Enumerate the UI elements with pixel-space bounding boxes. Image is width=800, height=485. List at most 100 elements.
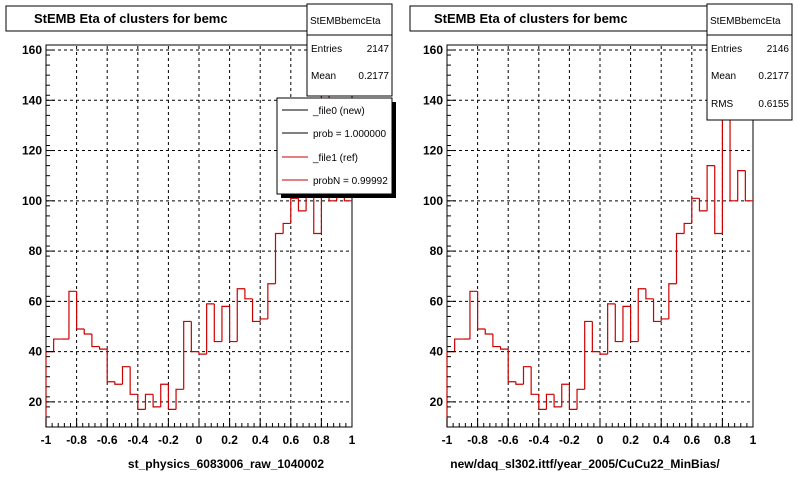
x-tick-label: 0.8: [714, 433, 731, 447]
histogram-bin: [91, 334, 100, 348]
histogram-bin: [183, 320, 192, 390]
stats-mean-value: 0.2177: [358, 71, 389, 82]
histogram-bin: [622, 305, 631, 342]
histogram-bin: [675, 232, 685, 284]
histogram-bin: [290, 197, 299, 224]
histogram-bin: [599, 351, 608, 355]
histogram-bin: [584, 320, 593, 390]
y-tick-label: 20: [29, 395, 43, 409]
stats-entries-value: 2146: [767, 44, 790, 55]
histogram-bin: [530, 366, 539, 395]
histogram-bin: [545, 393, 555, 410]
histogram-bin: [297, 198, 307, 212]
x-axis-label: new/daq_sl302.ittf/year_2005/CuCu22_MinB…: [450, 457, 720, 471]
y-tick-label: 40: [430, 345, 444, 359]
y-axis: 20 40 60 80 100 120 140 160: [423, 43, 456, 428]
stats-entries-value: 2147: [367, 44, 390, 55]
histogram-bin: [607, 303, 616, 355]
x-axis-label: st_physics_6083006_raw_1040002: [128, 457, 324, 471]
x-tick-label: 0: [196, 433, 203, 447]
histogram-bin: [198, 351, 207, 355]
histogram-bin: [469, 290, 478, 340]
stats-box: [306, 3, 393, 97]
stats-rms-label: RMS: [711, 99, 734, 110]
x-tick-label: 0.4: [252, 433, 269, 447]
legend-entry: _file1 (ref): [282, 153, 358, 164]
histogram-bin: [282, 222, 291, 234]
stats-entries-label: Entries: [711, 44, 742, 55]
y-tick-label: 160: [423, 43, 443, 57]
legend-entry: _file0 (new): [282, 106, 365, 117]
histogram-bin: [267, 283, 276, 319]
legend-entry: probN = 0.99992: [282, 176, 388, 187]
y-axis: 20 40 60 80 100 120 140 160: [22, 43, 55, 428]
histogram-bin: [167, 384, 177, 411]
histogram-bin: [553, 394, 562, 408]
x-tick-label: -0.8: [467, 433, 488, 447]
grid: [446, 45, 754, 427]
stats-box: [706, 3, 793, 121]
histogram-bin: [561, 383, 570, 407]
histogram-bin: [114, 381, 123, 385]
y-tick-label: 80: [29, 244, 43, 258]
y-tick-label: 120: [22, 144, 42, 158]
left-panel: 20 40 60 80 100 120 140 160 -1 -0.8 -0.6 -0.4 -0.2 0…: [5, 3, 396, 471]
legend-label: probN = 0.99992: [313, 176, 388, 187]
histogram-bin: [714, 165, 723, 235]
histogram-bin: [691, 197, 700, 224]
histogram-bin: [274, 232, 284, 284]
stats-name: StEMBbemcEta: [310, 16, 381, 27]
right-panel: 20 40 60 80 100 120 140 160 -1 -0.8 -0.6 -0.4 -0.2 0…: [409, 3, 793, 471]
histogram-bin: [175, 388, 184, 410]
x-tick-label: 0.6: [282, 433, 299, 447]
x-tick-label: -0.2: [158, 433, 179, 447]
y-tick-label: 100: [22, 194, 42, 208]
legend-label: prob = 1.000000: [313, 129, 387, 140]
histogram-bin: [477, 291, 486, 330]
histogram-bin: [499, 346, 509, 350]
x-tick-label: 0.8: [313, 433, 330, 447]
x-tick-label: 0.2: [622, 433, 639, 447]
histogram-bin: [53, 338, 62, 352]
histogram-bin: [76, 291, 85, 330]
histogram-bin: [68, 290, 77, 340]
histogram-bin: [591, 321, 600, 353]
histogram-bin: [683, 222, 692, 234]
histogram-bin: [221, 305, 230, 342]
legend-label: _file1 (ref): [312, 153, 358, 164]
y-tick-label: 140: [22, 93, 42, 107]
histogram-bin: [213, 303, 222, 343]
histogram-bin: [106, 349, 115, 383]
histogram-bin: [576, 388, 585, 410]
x-tick-label: 0.4: [653, 433, 670, 447]
histogram-bin: [190, 321, 199, 353]
histogram-bin: [129, 366, 138, 395]
histogram-bin: [484, 328, 493, 335]
histogram-bin: [614, 303, 623, 343]
histogram-bin: [637, 288, 646, 342]
histogram-bin: [244, 288, 253, 300]
x-tick-label: -0.6: [498, 433, 519, 447]
histogram-bin: [454, 338, 463, 352]
x-tick-label: 1: [349, 433, 356, 447]
histogram-bin: [152, 394, 161, 408]
histogram-bin: [229, 306, 238, 343]
histogram-bin: [737, 170, 746, 201]
stats-name: StEMBbemcEta: [710, 16, 781, 27]
histogram-bin: [492, 334, 501, 348]
x-tick-label: -0.4: [528, 433, 549, 447]
stats-mean-value: 0.2177: [758, 71, 789, 82]
y-tick-label: 40: [29, 345, 43, 359]
x-tick-label: -0.2: [559, 433, 580, 447]
histogram-bin: [259, 318, 268, 322]
histogram-bin: [630, 306, 639, 343]
y-tick-label: 60: [430, 294, 444, 308]
stats-rms-value: 0.6155: [758, 99, 789, 110]
histogram-bin: [160, 383, 169, 407]
histogram-bin: [206, 303, 215, 355]
y-tick-label: 60: [29, 294, 43, 308]
histogram-bin: [538, 394, 547, 411]
y-tick-label: 20: [430, 395, 444, 409]
x-tick-label: -1: [41, 433, 52, 447]
